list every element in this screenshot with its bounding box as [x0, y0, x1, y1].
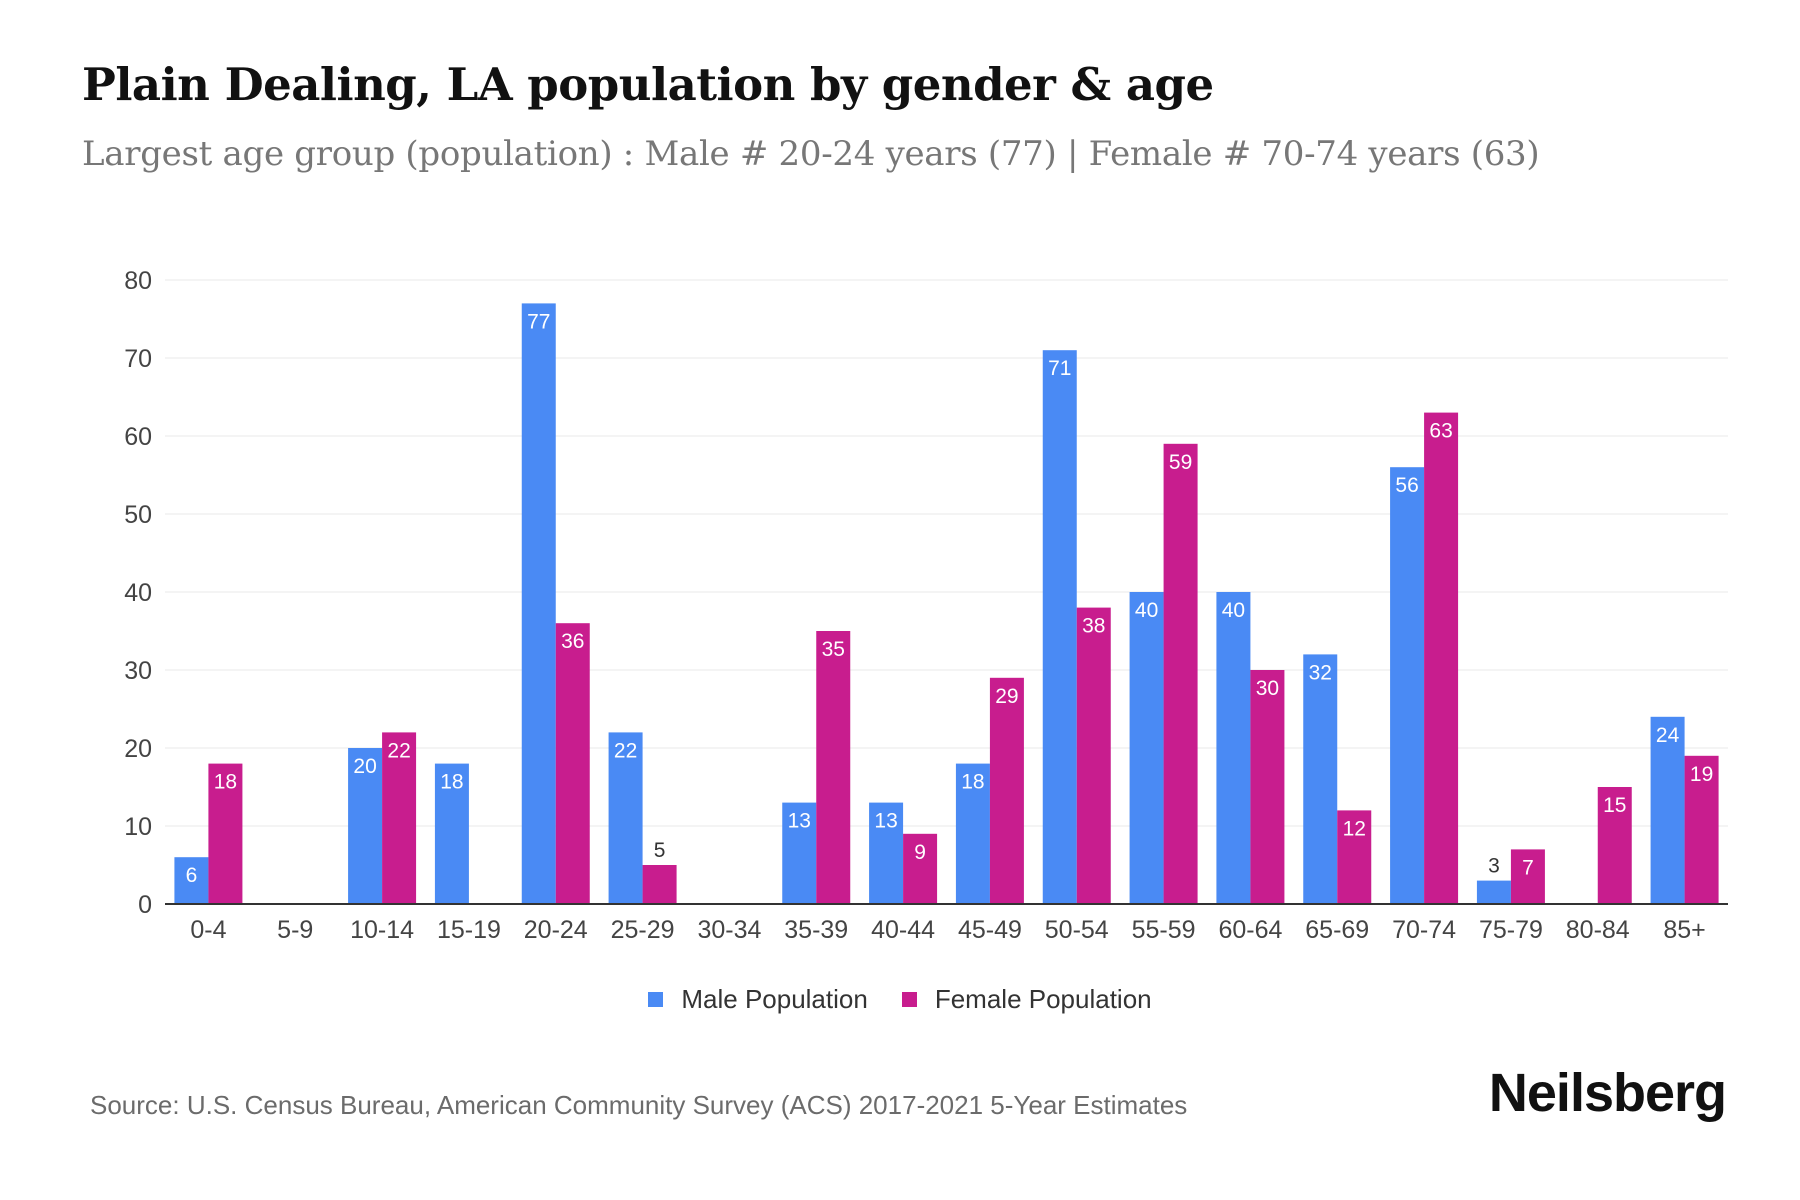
x-tick-label: 20-24 [524, 916, 588, 944]
bar-male [434, 763, 469, 904]
data-label-male: 3 [1488, 855, 1500, 878]
data-label-female: 12 [1343, 817, 1366, 840]
x-tick-label: 45-49 [958, 916, 1022, 944]
legend-item-female: Female Population [901, 984, 1152, 1015]
legend-swatch-male [648, 992, 664, 1007]
data-label-male: 13 [788, 810, 811, 833]
bar-female [382, 732, 417, 904]
bar-female [208, 763, 243, 904]
data-label-male: 13 [874, 810, 897, 833]
bar-male [348, 748, 383, 904]
bar-female [555, 623, 590, 904]
chart-subtitle: Largest age group (population) : Male # … [82, 134, 1540, 174]
data-label-female: 38 [1082, 615, 1105, 638]
x-tick-label: 75-79 [1479, 916, 1543, 944]
bar-male [1129, 592, 1164, 904]
y-tick-label: 60 [124, 423, 152, 451]
y-tick-label: 40 [124, 579, 152, 607]
y-tick-label: 20 [124, 735, 152, 763]
data-label-male: 24 [1656, 724, 1680, 747]
data-label-male: 22 [614, 739, 637, 762]
x-tick-label: 80-84 [1566, 916, 1630, 944]
y-tick-label: 0 [138, 891, 152, 919]
y-tick-label: 50 [124, 501, 152, 529]
x-tick-label: 25-29 [611, 916, 675, 944]
bar-female [1684, 755, 1719, 904]
bar-female [1510, 849, 1545, 904]
bar-male [1303, 654, 1338, 904]
x-tick-label: 55-59 [1132, 916, 1196, 944]
bar-female [1076, 607, 1111, 904]
data-label-female: 19 [1690, 763, 1713, 786]
legend-item-male: Male Population [648, 984, 868, 1015]
chart-title: Plain Dealing, LA population by gender &… [82, 58, 1214, 111]
x-tick-label: 30-34 [697, 916, 761, 944]
data-label-male: 71 [1048, 357, 1071, 380]
bar-male [521, 303, 556, 904]
x-tick-label: 0-4 [190, 916, 226, 944]
x-tick-label: 40-44 [871, 916, 935, 944]
y-tick-label: 80 [124, 267, 152, 295]
bar-male [1476, 880, 1511, 904]
data-label-male: 56 [1395, 474, 1418, 497]
data-label-male: 40 [1222, 599, 1245, 622]
x-tick-label: 5-9 [277, 916, 313, 944]
x-tick-label: 70-74 [1392, 916, 1456, 944]
data-label-male: 6 [186, 864, 198, 887]
bar-female [1163, 443, 1198, 904]
bar-female [816, 631, 851, 904]
x-tick-label: 65-69 [1305, 916, 1369, 944]
bar-female [903, 833, 938, 904]
bar-male [174, 857, 209, 904]
bar-female [642, 865, 677, 904]
data-label-female: 29 [995, 685, 1018, 708]
bar-male [1216, 592, 1251, 904]
bar-male [955, 763, 990, 904]
bar-male [608, 732, 643, 904]
data-label-female: 35 [822, 638, 845, 661]
bar-male [1650, 716, 1685, 904]
x-tick-label: 35-39 [784, 916, 848, 944]
bar-male [869, 802, 904, 904]
legend-swatch-female [901, 992, 917, 1007]
brand-logo: Neilsberg [1488, 1063, 1727, 1123]
data-label-male: 77 [527, 310, 550, 333]
data-label-female: 59 [1169, 451, 1192, 474]
x-tick-label: 10-14 [350, 916, 414, 944]
data-label-female: 63 [1429, 420, 1452, 443]
data-label-female: 30 [1256, 677, 1279, 700]
data-label-male: 20 [353, 755, 376, 778]
data-label-female: 18 [214, 771, 237, 794]
source-note: Source: U.S. Census Bureau, American Com… [90, 1090, 1188, 1120]
bar-male [782, 802, 817, 904]
y-tick-label: 30 [124, 657, 152, 685]
x-tick-label: 50-54 [1045, 916, 1109, 944]
data-label-male: 40 [1135, 599, 1158, 622]
bar-male [1042, 350, 1077, 904]
data-label-female: 22 [387, 739, 410, 762]
data-label-female: 7 [1522, 856, 1534, 879]
data-label-male: 18 [961, 771, 984, 794]
bar-female [1337, 810, 1372, 904]
y-tick-label: 10 [124, 813, 152, 841]
bar-male [1390, 467, 1425, 904]
bar-female [1250, 670, 1285, 904]
legend-label-male: Male Population [681, 984, 868, 1014]
data-label-female: 5 [654, 839, 666, 862]
x-tick-label: 60-64 [1218, 916, 1282, 944]
data-label-female: 9 [914, 841, 926, 864]
chart-legend: Male Population Female Population [0, 984, 1800, 1015]
data-label-female: 15 [1603, 794, 1626, 817]
bar-female [1424, 412, 1459, 904]
bar-female [1597, 787, 1632, 904]
data-label-male: 18 [440, 771, 463, 794]
data-label-female: 36 [561, 630, 584, 653]
y-tick-label: 70 [124, 345, 152, 373]
bar-female [989, 677, 1024, 904]
data-label-male: 32 [1309, 661, 1332, 684]
x-tick-label: 15-19 [437, 916, 501, 944]
legend-label-female: Female Population [934, 984, 1152, 1014]
x-tick-label: 85+ [1663, 916, 1705, 944]
